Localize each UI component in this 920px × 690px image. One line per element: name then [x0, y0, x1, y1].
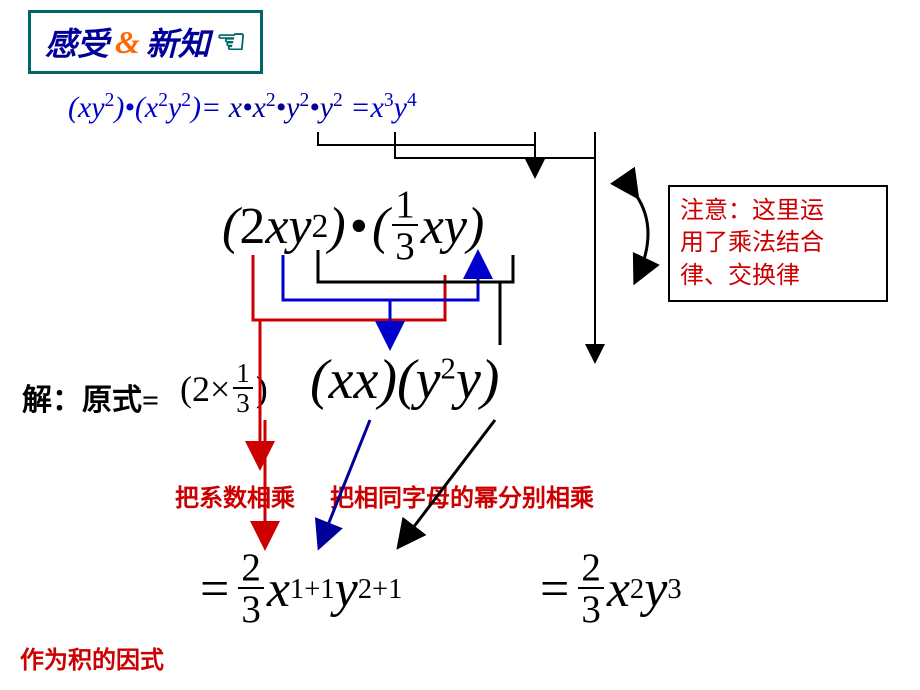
- s2-y: y: [335, 560, 358, 619]
- s1-xx: (xx)(y2y): [310, 348, 499, 412]
- step2: = 23 x1+1 y2+1: [200, 548, 402, 632]
- hand-icon: ☜: [216, 22, 246, 62]
- ann-vars: 把相同字母的幂分别相乘: [330, 478, 594, 513]
- s2-xexp: 1+1: [290, 574, 335, 606]
- title-box: 感受 & 新知 ☜: [28, 10, 263, 74]
- s2-x: x: [267, 560, 290, 619]
- open2: (: [372, 197, 389, 256]
- eq-lhs: (xy2)•(x2y2)=: [68, 91, 221, 124]
- var2: xy: [421, 197, 467, 256]
- title-left: 感受: [45, 19, 109, 65]
- main-expression: (2xy2) • (13xy): [222, 185, 484, 269]
- frac-1-3: 13: [392, 185, 418, 269]
- ann-factor: 作为积的因式: [20, 640, 164, 675]
- note-line2: 用了乘法结合: [680, 227, 876, 259]
- open1: (: [222, 197, 239, 256]
- title-amp: &: [115, 24, 140, 61]
- note-box: 注意：这里运 用了乘法结合 律、交换律: [668, 185, 888, 302]
- var1: xy: [265, 197, 311, 256]
- step1-vars: (xx)(y2y): [310, 348, 499, 412]
- s2-eq: =: [200, 560, 229, 619]
- solution-label: 解：原式=: [22, 375, 159, 419]
- s1-open: (2×: [180, 368, 230, 410]
- note-line1: 注意：这里运: [680, 195, 876, 227]
- eq-mid: x•x2•y2•y2: [221, 91, 350, 124]
- step1-coef: (2×13): [180, 360, 268, 419]
- close2: ): [467, 197, 484, 256]
- s3-x: x: [607, 560, 630, 619]
- s2-frac: 23: [238, 548, 264, 632]
- note-line3: 律、交换律: [680, 260, 876, 292]
- s3-eq: =: [540, 560, 569, 619]
- title-right: 新知: [146, 19, 210, 65]
- s1-close: ): [256, 368, 268, 410]
- s3-y: y: [644, 560, 667, 619]
- eq-rhs: =x3y4: [350, 91, 416, 124]
- s3-yexp: 3: [667, 574, 681, 606]
- close1: ): [328, 197, 345, 256]
- exp1: 2: [312, 208, 329, 246]
- s1-frac: 13: [233, 360, 253, 419]
- s2-yexp: 2+1: [358, 574, 403, 606]
- s3-xexp: 2: [630, 574, 644, 606]
- ann-coef: 把系数相乘: [175, 478, 295, 513]
- coef1: 2: [239, 197, 265, 256]
- dot: •: [350, 197, 368, 256]
- s3-frac: 23: [578, 548, 604, 632]
- top-equation: (xy2)•(x2y2)= x•x2•y2•y2 =x3y4: [68, 90, 417, 125]
- step3: = 23 x2 y3: [540, 548, 682, 632]
